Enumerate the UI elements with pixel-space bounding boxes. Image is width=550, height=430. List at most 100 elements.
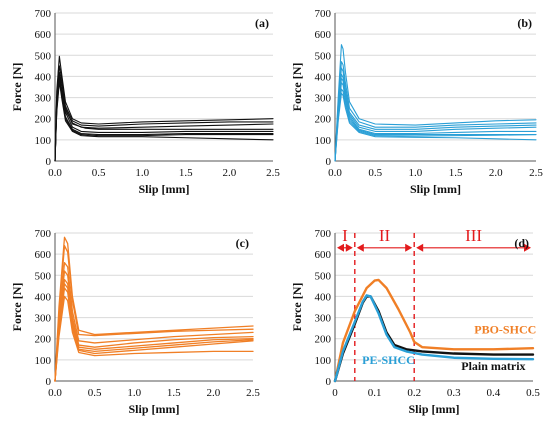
- panel-b-y-tick-label: 400: [315, 71, 332, 83]
- panel-d-y-tick-label: 600: [315, 249, 332, 261]
- panel-c-y-tick-label: 600: [35, 249, 52, 261]
- panel-a-y-tick-label: 600: [35, 29, 52, 41]
- panel-c-y-tick-label: 100: [35, 355, 52, 367]
- panel-b-x-tick-label: 1.5: [449, 167, 463, 179]
- panel-b-series-line: [334, 88, 537, 162]
- panel-a-x-tick-label: 0.5: [92, 167, 106, 179]
- panel-b-label: (b): [517, 16, 532, 30]
- panel-b-series-line: [334, 92, 537, 162]
- panel-a-y-axis-title: Force [N]: [10, 63, 24, 112]
- panel-d-y-tick-label: 0: [326, 376, 332, 388]
- panel-b-y-tick-label: 200: [315, 114, 332, 126]
- panel-a-x-tick-label: 0.0: [48, 167, 62, 179]
- panel-a-label: (a): [255, 16, 269, 30]
- panel-d-x-tick-label: 0.2: [407, 387, 421, 399]
- panel-a-y-tick-label: 200: [35, 114, 52, 126]
- panel-a-y-tick-label: 300: [35, 93, 52, 105]
- panel-a-series-line: [54, 81, 274, 162]
- panel-b-y-tick-label: 0: [326, 156, 332, 168]
- panel-d-y-tick-label: 200: [315, 334, 332, 346]
- panel-d-y-tick-label: 700: [315, 228, 332, 240]
- panel-d-region-arrowhead-left: [337, 243, 344, 252]
- panel-c-x-tick-label: 2.0: [207, 387, 221, 399]
- panel-b-series-line: [334, 44, 537, 162]
- panel-b-y-tick-label: 600: [315, 29, 332, 41]
- panel-b-y-tick-label: 300: [315, 93, 332, 105]
- panel-b-x-tick-label: 0.5: [368, 167, 382, 179]
- panel-d-region-arrowhead-right: [524, 243, 531, 252]
- panel-c-label: (c): [236, 236, 249, 250]
- panel-a-x-tick-label: 2.5: [266, 167, 280, 179]
- panel-b-y-tick-label: 500: [315, 50, 332, 62]
- panel-b-series-line: [334, 67, 537, 162]
- panel-b-y-tick-label: 700: [315, 8, 332, 20]
- panel-a-y-tick-label: 0: [46, 156, 52, 168]
- panel-a-y-tick-label: 500: [35, 50, 52, 62]
- panel-c-series-line: [54, 270, 254, 382]
- panel-d-y-tick-label: 500: [315, 270, 332, 282]
- panel-c-y-tick-label: 500: [35, 270, 52, 282]
- panel-c-series-line: [54, 261, 254, 382]
- panel-d-y-tick-label: 100: [315, 355, 332, 367]
- panel-d-y-axis-title: Force [N]: [290, 283, 304, 332]
- panel-d-region-label: II: [379, 226, 391, 245]
- panel-d-region-arrowhead-right: [405, 243, 413, 252]
- panel-a-y-tick-label: 700: [35, 8, 52, 20]
- panel-b-series-line: [334, 73, 537, 162]
- panel-b-x-tick-label: 2.5: [529, 167, 543, 179]
- panel-c-x-tick-label: 0.0: [48, 387, 62, 399]
- panel-d-y-tick-label: 400: [315, 291, 332, 303]
- panel-b-y-axis-title: Force [N]: [290, 63, 304, 112]
- panel-c-x-axis-title: Slip [mm]: [129, 402, 180, 416]
- panel-d-y-tick-label: 300: [315, 313, 332, 325]
- panel-a-y-tick-label: 400: [35, 71, 52, 83]
- panel-a-series-line: [54, 55, 274, 162]
- panel-b-x-tick-label: 2.0: [489, 167, 503, 179]
- panel-b-x-axis-title: Slip [mm]: [410, 182, 461, 196]
- panel-d-region-arrowhead-left: [416, 243, 424, 252]
- panel-c-y-tick-label: 300: [35, 313, 52, 325]
- panel-b-series-line: [334, 82, 537, 162]
- panel-c-series-line: [54, 245, 254, 382]
- panel-c-y-tick-label: 400: [35, 291, 52, 303]
- panel-b-x-tick-label: 0.0: [328, 167, 342, 179]
- panel-a-series-line: [54, 73, 274, 162]
- panel-c-x-tick-label: 1.0: [127, 387, 141, 399]
- panel-d-x-tick-label: 0.1: [368, 387, 382, 399]
- panel-b-series-line: [334, 77, 537, 162]
- panel-d-x-tick-label: 0.5: [526, 387, 540, 399]
- panel-c-y-tick-label: 700: [35, 228, 52, 240]
- panel-c-x-tick-label: 2.5: [246, 387, 260, 399]
- panel-a-series-line: [54, 69, 274, 162]
- panel-d-x-tick-label: 0.4: [487, 387, 501, 399]
- panel-d-series-line-pe-shcc: [333, 294, 535, 383]
- panel-d-region-arrowhead-right: [345, 243, 353, 252]
- panel-d-annotation: PE-SHCC: [362, 353, 415, 367]
- panel-a-y-tick-label: 100: [35, 135, 52, 147]
- panel-a-x-tick-label: 1.5: [179, 167, 193, 179]
- panel-c-x-tick-label: 1.5: [167, 387, 181, 399]
- panel-d-x-tick-label: 0.3: [447, 387, 461, 399]
- panel-a-series-line: [54, 65, 274, 162]
- panel-d-region-label: III: [465, 226, 482, 245]
- panel-a-x-axis-title: Slip [mm]: [139, 182, 190, 196]
- panel-c-y-axis-title: Force [N]: [10, 283, 24, 332]
- panel-c-y-tick-label: 0: [46, 376, 52, 388]
- panel-a-series-line: [54, 71, 274, 162]
- panel-c-series-line: [54, 295, 254, 382]
- panel-d-label: (d): [514, 236, 529, 250]
- panel-d-annotation: Plain matrix: [461, 359, 525, 373]
- panel-d-region-arrowhead-left: [356, 243, 364, 252]
- panel-c-y-tick-label: 200: [35, 334, 52, 346]
- panel-d-annotation: PBO-SHCC: [474, 322, 536, 336]
- panel-a-x-tick-label: 2.0: [223, 167, 237, 179]
- panel-b-x-tick-label: 1.0: [409, 167, 423, 179]
- panel-d-series-line-pbo-shcc: [333, 278, 535, 383]
- panel-b-y-tick-label: 100: [315, 135, 332, 147]
- panel-d-x-axis-title: Slip [mm]: [409, 402, 460, 416]
- panel-c-x-tick-label: 0.5: [88, 387, 102, 399]
- panel-d-x-tick-label: 0: [332, 387, 338, 399]
- panel-d-region-label: I: [342, 226, 348, 245]
- panel-a-x-tick-label: 1.0: [135, 167, 149, 179]
